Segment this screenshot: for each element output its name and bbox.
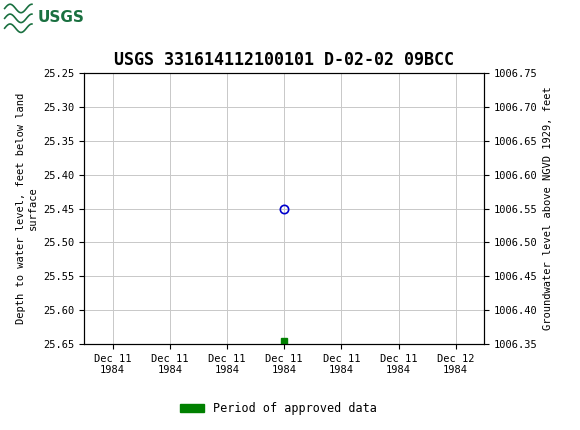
Bar: [3, 2, 70, 34]
Text: USGS: USGS: [38, 10, 85, 25]
Title: USGS 331614112100101 D-02-02 09BCC: USGS 331614112100101 D-02-02 09BCC: [114, 51, 454, 69]
Legend: Period of approved data: Period of approved data: [175, 397, 382, 420]
Y-axis label: Groundwater level above NGVD 1929, feet: Groundwater level above NGVD 1929, feet: [543, 87, 553, 330]
Y-axis label: Depth to water level, feet below land
surface: Depth to water level, feet below land su…: [16, 93, 38, 324]
